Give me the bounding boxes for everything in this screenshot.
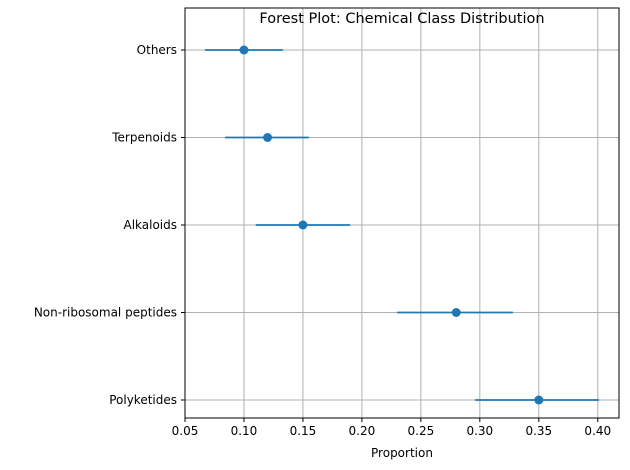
data-point	[239, 45, 249, 55]
x-axis-label: Proportion	[371, 446, 433, 460]
y-tick-label: Non-ribosomal peptides	[34, 306, 177, 320]
axes-frame	[184, 7, 620, 419]
x-tick-label: 0.40	[584, 424, 611, 438]
y-tick-label: Polyketides	[109, 393, 177, 407]
x-tick-label: 0.35	[525, 424, 552, 438]
x-tick-label: 0.05	[172, 424, 199, 438]
x-tick-label: 0.10	[231, 424, 258, 438]
x-tick-label: 0.25	[408, 424, 435, 438]
y-tick-label: Others	[137, 43, 177, 57]
data-point	[298, 220, 308, 230]
data-point	[534, 395, 544, 405]
x-tick-label: 0.15	[290, 424, 317, 438]
x-tick-label: 0.30	[466, 424, 493, 438]
data-point	[451, 308, 461, 317]
x-tick-label: 0.20	[349, 424, 376, 438]
chart-title: Forest Plot: Chemical Class Distribution	[259, 11, 544, 27]
data-point	[263, 133, 273, 142]
y-tick-label: Alkaloids	[123, 218, 177, 232]
y-tick-label: Terpenoids	[111, 131, 177, 145]
